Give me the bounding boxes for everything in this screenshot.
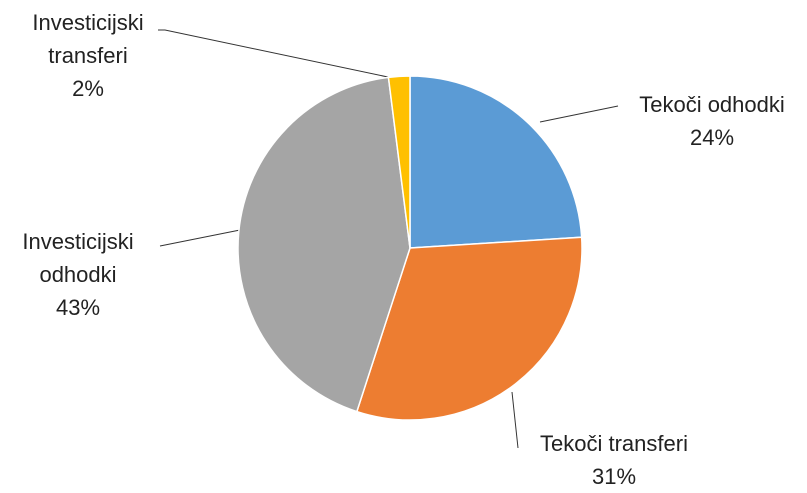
category-label: Tekoči transferi: [540, 431, 688, 456]
pie-slice: [355, 236, 583, 421]
leader-line: [158, 29, 403, 81]
value-label: 2%: [72, 76, 104, 101]
category-label: Investicijski odhodki: [22, 229, 134, 287]
value-label: 43%: [55, 295, 101, 320]
pie-slice: [237, 76, 411, 413]
leader-line: [511, 391, 519, 449]
slice-label: Investicijski transferi 2%: [10, 6, 166, 105]
pie-slice: [409, 75, 583, 249]
leader-line: [539, 105, 619, 123]
pie-slice: [387, 75, 411, 249]
value-label: 24%: [689, 125, 735, 150]
category-label: Investicijski transferi: [32, 10, 144, 68]
category-label: Tekoči odhodki: [639, 92, 785, 117]
slice-label: Tekoči odhodki 24%: [612, 88, 807, 154]
slice-label: Investicijski odhodki 43%: [0, 225, 156, 324]
slice-label: Tekoči transferi 31%: [512, 427, 716, 493]
value-label: 31%: [591, 464, 637, 489]
leader-line: [159, 229, 241, 247]
